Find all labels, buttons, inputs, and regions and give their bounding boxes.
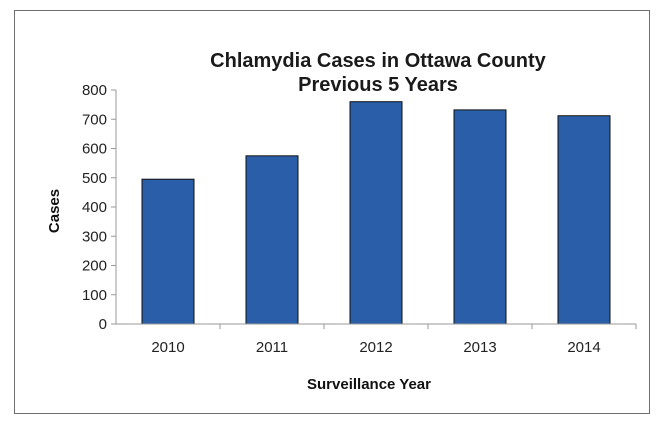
y-axis-label: Cases (46, 189, 63, 233)
bars (141, 101, 611, 325)
bar-2010 (141, 178, 195, 325)
chart-subtitle: Previous 5 Years (298, 74, 458, 96)
x-tick-label: 2014 (567, 339, 600, 356)
bar-2011 (245, 155, 299, 325)
x-tick-label: 2011 (256, 339, 288, 356)
y-tick-label: 600 (82, 141, 107, 158)
chart-title: Chlamydia Cases in Ottawa County (210, 50, 547, 72)
y-tick-label: 200 (82, 258, 107, 275)
x-axis-ticks: 2010 2011 2012 2013 2014 (151, 324, 637, 356)
y-tick-label: 700 (82, 111, 107, 128)
y-tick-label: 800 (82, 82, 107, 99)
y-tick-label: 100 (82, 287, 107, 304)
bar-2013 (453, 109, 507, 325)
y-tick-label: 500 (82, 170, 107, 187)
bar-2014 (557, 115, 611, 325)
x-axis-label: Surveillance Year (307, 376, 431, 393)
y-axis-ticks: 0 100 200 300 400 500 600 700 800 (82, 82, 116, 333)
x-tick-label: 2010 (151, 339, 184, 356)
bar-2012 (349, 101, 403, 325)
y-tick-label: 400 (82, 199, 107, 216)
bar-chart: Chlamydia Cases in Ottawa County Previou… (46, 50, 637, 393)
y-tick-label: 0 (99, 316, 107, 333)
chart-frame: Chlamydia Cases in Ottawa County Previou… (14, 10, 650, 414)
y-tick-label: 300 (82, 228, 107, 245)
x-tick-label: 2012 (359, 339, 392, 356)
x-tick-label: 2013 (463, 339, 496, 356)
